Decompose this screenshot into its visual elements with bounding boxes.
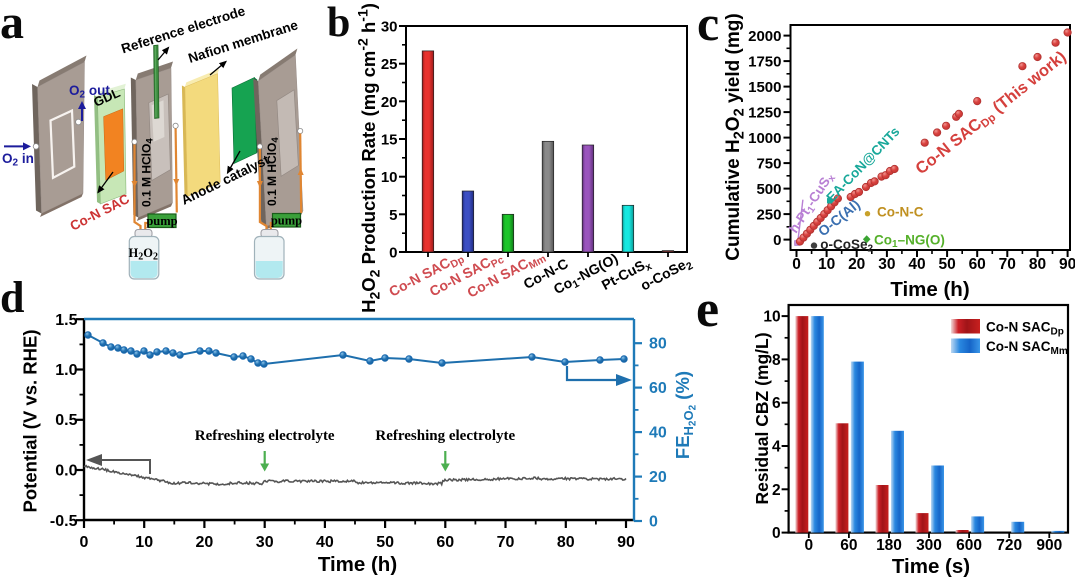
svg-text:0: 0 [804, 537, 813, 554]
svg-text:30: 30 [256, 534, 274, 551]
svg-text:60: 60 [436, 534, 454, 551]
svg-text:10: 10 [381, 169, 398, 186]
svg-text:40: 40 [908, 256, 925, 273]
svg-text:20: 20 [381, 94, 398, 111]
svg-text:Refreshing electrolyte: Refreshing electrolyte [195, 428, 335, 444]
svg-text:Co1–NG(O): Co1–NG(O) [874, 233, 945, 251]
svg-text:2000: 2000 [748, 28, 781, 45]
svg-text:1.0: 1.0 [55, 362, 77, 379]
svg-text:Co-N SACDp: Co-N SACDp [986, 320, 1064, 338]
svg-text:0.1 M HClO4: 0.1 M HClO4 [265, 137, 281, 206]
svg-text:Time (s): Time (s) [892, 555, 970, 578]
svg-text:70: 70 [999, 256, 1016, 273]
svg-text:15: 15 [381, 132, 398, 149]
svg-text:500: 500 [756, 181, 781, 198]
svg-text:250: 250 [756, 207, 781, 224]
svg-text:90: 90 [617, 534, 635, 551]
svg-text:0.1 M HClO4: 0.1 M HClO4 [140, 138, 156, 207]
svg-text:Time (h): Time (h) [318, 553, 397, 576]
svg-text:0: 0 [772, 525, 781, 542]
svg-text:H2O2: H2O2 [129, 246, 158, 263]
svg-text:300: 300 [916, 537, 942, 554]
svg-text:1500: 1500 [748, 79, 781, 96]
svg-text:FEH2O2 (%): FEH2O2 (%) [672, 371, 699, 459]
svg-text:20: 20 [196, 534, 214, 551]
svg-text:1250: 1250 [748, 105, 781, 122]
svg-text:Co-N SACMm: Co-N SACMm [986, 339, 1068, 357]
svg-text:Potential (V vs. RHE): Potential (V vs. RHE) [20, 330, 41, 513]
svg-text:70: 70 [497, 534, 515, 551]
svg-text:8: 8 [772, 352, 781, 369]
svg-text:6: 6 [772, 395, 781, 412]
svg-text:10: 10 [818, 256, 835, 273]
svg-text:Refreshing electrolyte: Refreshing electrolyte [375, 428, 515, 444]
svg-text:1.5: 1.5 [55, 312, 77, 329]
svg-text:720: 720 [996, 537, 1022, 554]
svg-text:30: 30 [381, 19, 398, 36]
svg-text:O2 in: O2 in [2, 151, 34, 169]
svg-text:0: 0 [649, 514, 658, 531]
svg-text:1750: 1750 [748, 54, 781, 71]
svg-text:50: 50 [376, 534, 394, 551]
svg-text:1000: 1000 [748, 130, 781, 147]
svg-text:80: 80 [649, 336, 667, 353]
svg-text:60: 60 [649, 380, 667, 397]
svg-text:80: 80 [1029, 256, 1046, 273]
svg-text:0.0: 0.0 [55, 463, 77, 480]
svg-text:0: 0 [792, 256, 801, 273]
svg-text:90: 90 [1059, 256, 1075, 273]
svg-text:750: 750 [756, 156, 781, 173]
svg-text:40: 40 [649, 425, 667, 442]
svg-text:0: 0 [389, 245, 397, 262]
svg-text:Co-N SACDp (This work): Co-N SACDp (This work) [912, 48, 1071, 180]
svg-text:Cumulative H2O2 yield (mg): Cumulative H2O2 yield (mg) [723, 13, 748, 260]
svg-text:25: 25 [381, 56, 398, 73]
svg-text:60: 60 [840, 537, 857, 554]
svg-text:5: 5 [389, 207, 397, 224]
svg-text:60: 60 [969, 256, 986, 273]
svg-text:10: 10 [763, 309, 780, 326]
svg-text:20: 20 [848, 256, 865, 273]
svg-text:O2 out: O2 out [69, 83, 110, 101]
svg-text:0: 0 [80, 534, 89, 551]
svg-text:600: 600 [956, 537, 982, 554]
svg-text:o-CoSe2: o-CoSe2 [820, 237, 873, 255]
svg-text:80: 80 [557, 534, 575, 551]
svg-text:-0.5: -0.5 [50, 513, 78, 530]
svg-text:2: 2 [772, 482, 781, 499]
svg-text:10: 10 [135, 534, 153, 551]
svg-text:20: 20 [649, 469, 667, 486]
svg-text:pump: pump [146, 214, 177, 228]
svg-text:pump: pump [271, 214, 302, 228]
svg-text:900: 900 [1036, 537, 1062, 554]
svg-text:Co-N-C: Co-N-C [877, 205, 924, 220]
svg-text:30: 30 [878, 256, 895, 273]
svg-text:0.5: 0.5 [55, 412, 77, 429]
svg-text:Time (h): Time (h) [890, 278, 969, 301]
svg-text:4: 4 [772, 439, 781, 456]
svg-text:50: 50 [938, 256, 955, 273]
svg-text:40: 40 [316, 534, 334, 551]
svg-text:0: 0 [773, 232, 781, 249]
svg-text:180: 180 [876, 537, 902, 554]
svg-text:Residual CBZ (mg/L): Residual CBZ (mg/L) [752, 332, 772, 504]
svg-text:H2O2 Production Rate (mg cm-2: H2O2 Production Rate (mg cm-2 h-1) [355, 3, 383, 313]
